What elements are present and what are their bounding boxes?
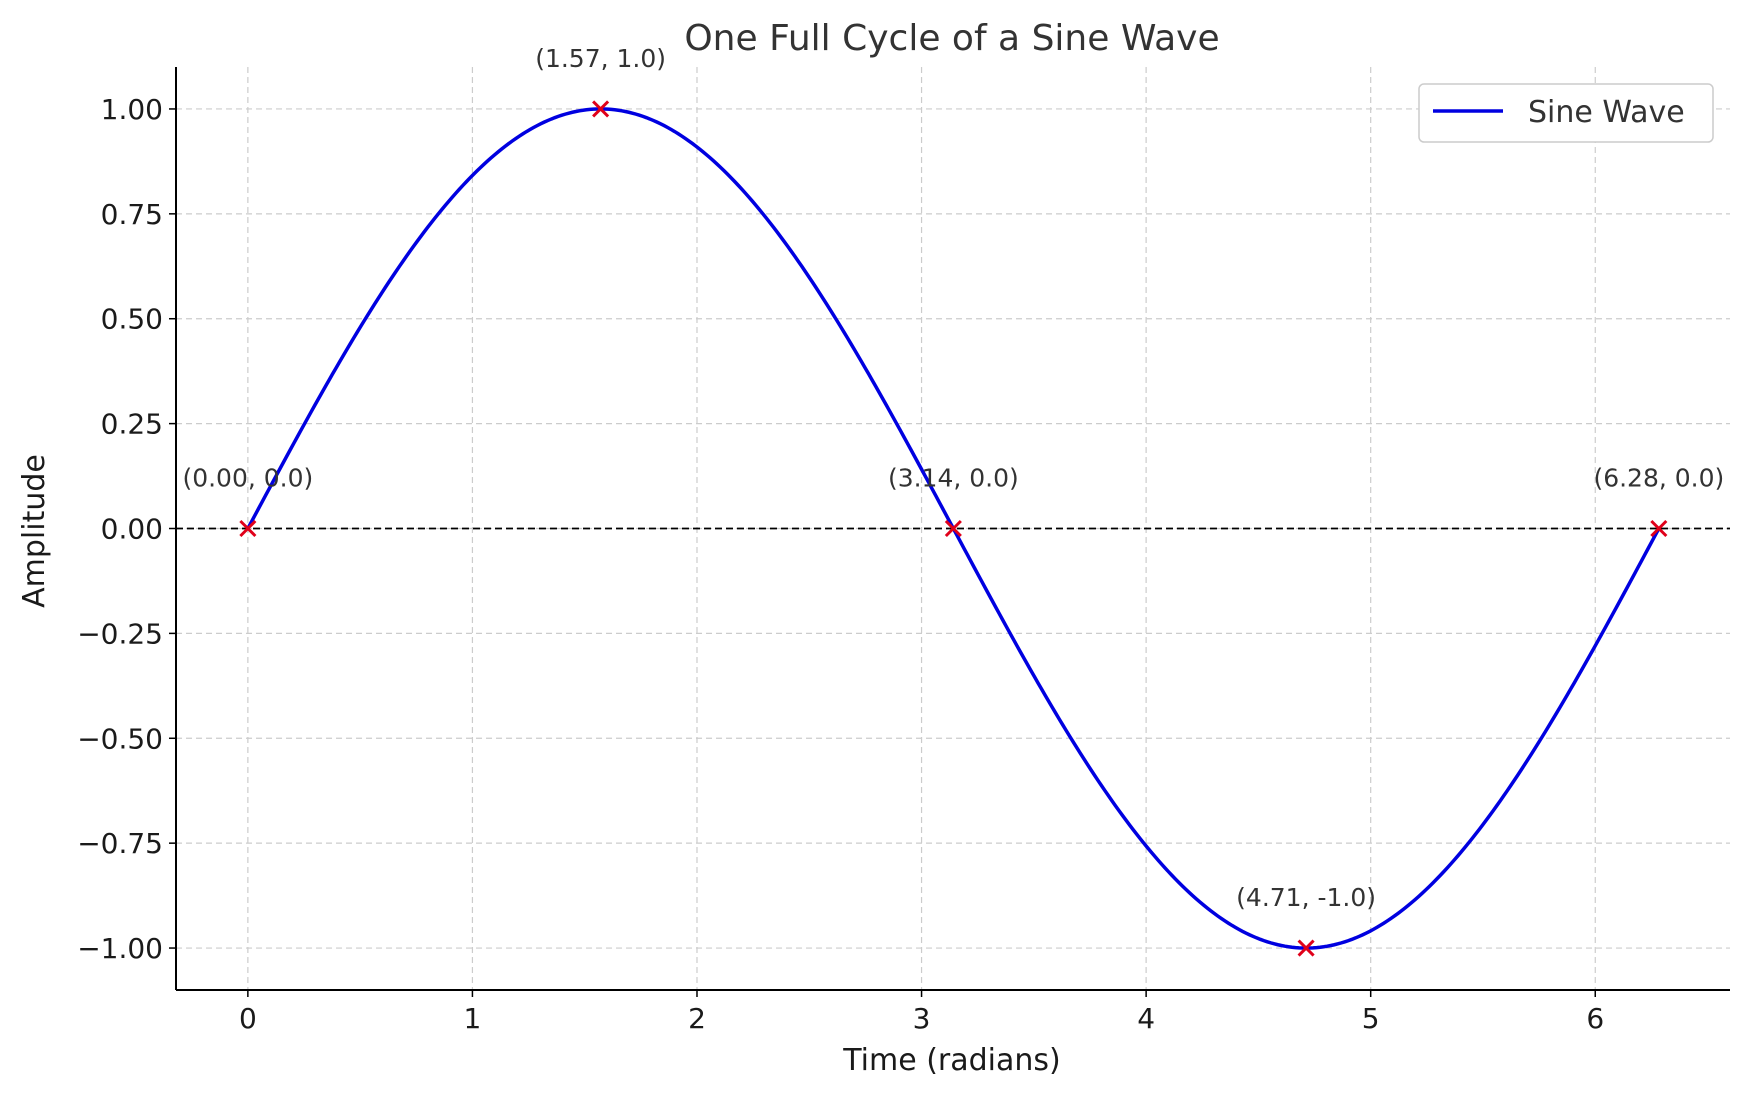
marker-x-0 <box>239 519 257 538</box>
marker-x-1 <box>592 100 610 118</box>
y-tick-label-5: −0.25 <box>77 617 163 650</box>
y-tick-label-0: 1.00 <box>101 93 163 126</box>
chart-title: One Full Cycle of a Sine Wave <box>684 18 1219 59</box>
legend: Sine Wave <box>1418 83 1714 143</box>
y-tick-label-2: 0.50 <box>101 303 163 336</box>
y-tick-label-4: 0.00 <box>101 513 163 546</box>
marker-stroke-b <box>592 100 610 118</box>
x-tick-label-6: 6 <box>1586 1002 1604 1035</box>
marker-x-4 <box>1650 519 1668 538</box>
x-tick-label-2: 2 <box>688 1002 706 1035</box>
marker-stroke-b <box>1650 519 1668 538</box>
x-axis-title: Time (radians) <box>842 1043 1061 1078</box>
legend-box <box>1418 83 1714 143</box>
point-label-0: (0.00, 0.0) <box>182 464 313 493</box>
x-tick-label-1: 1 <box>464 1002 482 1035</box>
marker-stroke-b <box>239 519 257 538</box>
point-label-1: (1.57, 1.0) <box>535 44 666 73</box>
marker-x-3 <box>1297 939 1315 957</box>
y-axis-ticks: 1.00 0.75 0.50 0.25 0.00 −0.25 −0.50 −0.75 −1.00 <box>77 93 176 965</box>
y-tick-label-7: −0.75 <box>77 827 163 860</box>
x-tick-label-5: 5 <box>1362 1002 1380 1035</box>
marker-x-2 <box>944 519 962 538</box>
x-tick-label-0: 0 <box>239 1002 257 1035</box>
point-annotations: (0.00, 0.0) (1.57, 1.0) (3.14, 0.0) (4.71, … <box>182 44 1724 912</box>
y-tick-label-8: −1.00 <box>77 932 163 965</box>
marker-stroke-b <box>944 519 962 538</box>
y-tick-label-1: 0.75 <box>101 198 163 231</box>
point-markers <box>239 100 1668 957</box>
x-tick-label-3: 3 <box>913 1002 931 1035</box>
y-tick-label-3: 0.25 <box>101 408 163 441</box>
marker-stroke-b <box>1297 939 1315 957</box>
x-axis-ticks: 0 1 2 3 4 5 6 <box>239 990 1604 1035</box>
legend-label: Sine Wave <box>1528 95 1685 130</box>
y-tick-label-6: −0.50 <box>77 722 163 755</box>
y-axis-title: Amplitude <box>17 454 52 608</box>
point-label-4: (6.28, 0.0) <box>1593 464 1724 493</box>
point-label-3: (4.71, -1.0) <box>1236 883 1376 912</box>
point-label-2: (3.14, 0.0) <box>888 464 1019 493</box>
x-tick-label-4: 4 <box>1137 1002 1155 1035</box>
